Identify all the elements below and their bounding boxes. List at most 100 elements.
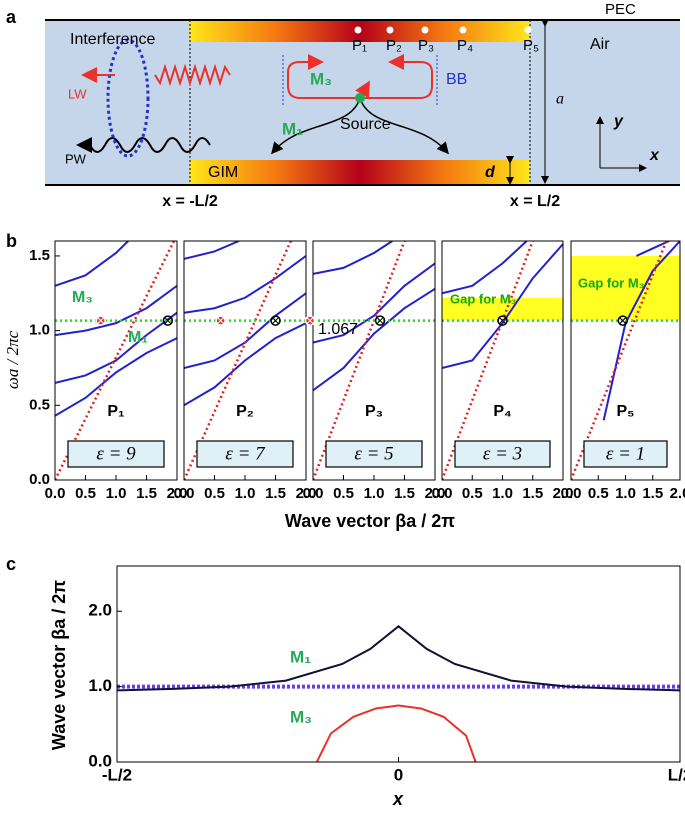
x-tick-label: 1.5 [394,485,415,502]
series-line [184,255,306,314]
eps-box [325,440,423,468]
probe-label: P₂ [386,37,402,54]
x-tick-label: 1.5 [265,485,286,502]
label: x [649,147,660,164]
series-line [55,241,129,287]
plot-frame [116,565,681,763]
x-tick-label: 0.5 [333,485,354,502]
gim-bottom [190,160,530,185]
series-line [184,322,306,407]
marker-cross [217,317,224,324]
interference-region [106,38,150,158]
lw-wave [154,63,231,87]
source-point [355,93,365,103]
series-line [55,285,177,337]
label: GIM [208,164,238,181]
probe-label: P₄ [493,403,511,420]
x-tick-label: 0.5 [204,485,225,502]
label: PW [65,151,87,166]
marker-cross [306,317,314,324]
series-line [442,243,563,369]
label: x = -L/2 [162,193,218,210]
y-tick-label: 1.0 [88,676,112,695]
eps-box [67,440,165,468]
annotation: Gap for M₃ [578,275,645,290]
eps-label: ε = 9 [96,443,136,464]
probe-label: P₃ [365,403,383,420]
panel-label: a [6,7,17,27]
label: Source [340,116,391,133]
marker-cross [619,317,627,324]
series-line [635,241,670,257]
label: Interference [70,31,155,48]
x-tick-label: 0.5 [75,485,96,502]
marker [374,315,386,326]
x-axis-label: x [392,789,404,809]
m3-path [360,54,433,99]
x-tick-label: 1.0 [615,485,636,502]
label: a [556,91,564,108]
y-axis-label: ωa / 2πc [3,330,22,389]
x-tick-label: 0 [394,765,403,784]
marker-cross [499,317,506,324]
eps-box [196,440,294,468]
x-tick-label: L/2 [668,765,685,784]
series-line [313,287,435,392]
series-line [442,241,528,295]
series-line [184,292,306,369]
y-axis-label: Wave vector βa / 2π [49,580,69,750]
series-line [313,241,393,275]
label: BB [446,71,467,88]
pw-wave [89,137,211,153]
probe-label: P₁ [352,37,367,54]
x-tick-label: 0.0 [432,485,453,502]
probe [386,26,394,34]
y-tick-label: 1.0 [29,322,50,339]
x-tick-label: 0.0 [303,485,324,502]
marker [497,315,508,326]
x-tick-label: 2.0 [670,485,685,502]
probe [354,26,362,34]
marker [162,315,174,326]
x-tick-label: 0.0 [561,485,582,502]
eps-label: ε = 7 [225,443,266,464]
y-tick-label: 2.0 [88,601,112,620]
series-line [55,311,177,384]
marker-cross [164,317,172,324]
probe [421,26,429,34]
eps-box [454,440,551,468]
x-tick-label: 1.0 [364,485,385,502]
marker-cross [97,317,105,324]
series-line [55,337,177,417]
label: M₃ [310,69,332,88]
y-tick-label: 0.0 [88,751,112,770]
probe-label: P₁ [107,403,125,420]
annotation: M₁ [290,647,311,666]
x-tick-label: 1.5 [136,485,157,502]
eps-box [583,440,668,468]
panel-label: c [6,554,16,574]
eps-label: ε = 5 [354,443,393,464]
x-tick-label: 1.5 [642,485,663,502]
x-tick-label: 2.0 [167,485,188,502]
annotation: M₁ [128,329,148,346]
annotation: M₃ [290,707,312,726]
marker [617,315,629,326]
gap-band [442,297,563,321]
x-tick-label: 2.0 [553,485,574,502]
source-arrow [359,97,449,155]
x-tick-label: 1.0 [492,485,513,502]
label: LW [68,86,87,101]
m3-path [287,54,360,99]
label: M₁ [282,119,303,138]
label: PEC [605,1,636,18]
x-tick-label: 1.0 [235,485,256,502]
y-tick-label: 0.5 [29,396,50,413]
label: x = L/2 [510,193,560,210]
eps-label: ε = 3 [483,443,522,464]
x-tick-label: 2.0 [296,485,317,502]
label: d [485,164,496,181]
